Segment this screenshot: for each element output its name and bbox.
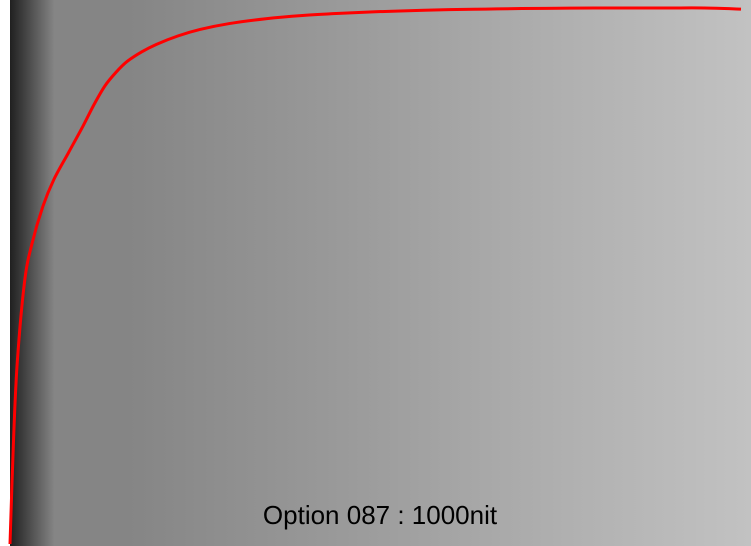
chart-annotation: Option 087 : 1000nit [263,500,498,530]
curve-layer [8,6,742,545]
gradient-background [10,0,751,546]
series-line-0 [8,6,742,545]
